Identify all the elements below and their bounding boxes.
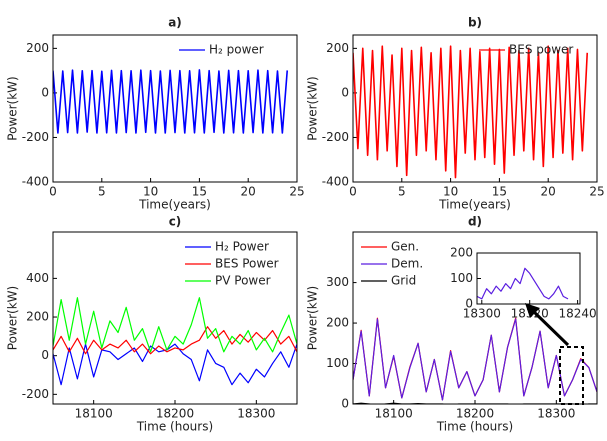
lines	[353, 45, 589, 179]
y-tick-label: 200	[326, 316, 349, 330]
plot-background	[53, 35, 297, 182]
x-tick-label: 18100	[75, 407, 113, 421]
plot-frame	[52, 231, 298, 405]
series-line	[53, 326, 297, 355]
series-line	[477, 267, 569, 300]
x-tick-label: 18200	[156, 407, 194, 421]
x-axis-label: Time(years)	[438, 198, 511, 212]
x-tick-label: 15	[492, 185, 507, 199]
y-tick-label: 0	[41, 85, 49, 99]
y-tick-label: -200	[22, 130, 49, 144]
legend: H₂ power	[179, 43, 264, 57]
series-line	[53, 69, 289, 134]
legend-label: BES Power	[215, 257, 279, 271]
y-tick-label: 0	[41, 348, 49, 362]
inset: 1830018320182400100200	[450, 246, 597, 321]
x-tick-label: 25	[289, 185, 304, 199]
x-tick-label: 0	[49, 185, 57, 199]
y-tick-label: 0	[465, 297, 473, 311]
panel-title: c)	[169, 215, 182, 229]
y-axis-label: Power(kW)	[6, 286, 20, 350]
zoom-arrow	[530, 308, 570, 347]
series-line	[353, 318, 597, 401]
x-tick-label: 18240	[559, 307, 597, 321]
x-tick-label: 15	[192, 185, 207, 199]
legend: BES power	[479, 43, 573, 57]
legend-label: BES power	[509, 43, 573, 57]
x-tick-label: 18300	[537, 407, 575, 421]
y-tick-label: -200	[322, 130, 349, 144]
legend-label: Dem.	[391, 257, 423, 271]
panel: 0 5 10 15 20 25 -400 -200 0 200 a) Time(years) Power…	[6, 16, 305, 212]
panel: 18100 18200 18300 -200 0 200 400 c) Time (hours)…	[6, 215, 298, 434]
legend-label: H₂ Power	[215, 240, 269, 254]
plot-frame	[352, 231, 598, 405]
lines	[53, 69, 289, 134]
x-tick-label: 18300	[463, 307, 501, 321]
panel-title: d)	[468, 215, 482, 229]
legend-label: PV Power	[215, 274, 271, 288]
series-line	[353, 402, 597, 404]
legend-label: H₂ power	[209, 43, 264, 57]
y-tick-label: 200	[450, 246, 473, 260]
y-tick-label: 0	[341, 397, 349, 411]
x-tick-label: 0	[349, 185, 357, 199]
y-tick-label: 200	[26, 41, 49, 55]
x-tick-label: 18100	[375, 407, 413, 421]
zoom-box	[559, 346, 584, 405]
zoom-arrow-head	[525, 303, 540, 318]
y-axis-label: Power(kW)	[6, 76, 20, 140]
plot-frame	[476, 252, 581, 305]
y-axis-label: Power(kW)	[306, 76, 320, 140]
x-tick-label: 5	[398, 185, 406, 199]
y-tick-label: 200	[26, 310, 49, 324]
y-tick-label: 0	[341, 85, 349, 99]
x-tick-label: 10	[143, 185, 158, 199]
plot-frame	[52, 34, 298, 183]
x-tick-label: 10	[443, 185, 458, 199]
plot-frame	[352, 34, 598, 183]
y-tick-label: 100	[450, 271, 473, 285]
x-axis-label: Time(years)	[138, 198, 211, 212]
panel-title: a)	[168, 16, 182, 30]
y-tick-label: -400	[22, 175, 49, 189]
y-tick-label: 100	[326, 356, 349, 370]
lines	[477, 267, 569, 300]
y-tick-label: -400	[322, 175, 349, 189]
y-axis-label: Power(kW)	[306, 286, 320, 350]
y-tick-label: -200	[22, 387, 49, 401]
legend-label: Grid	[391, 274, 416, 288]
legend: H₂ Power BES Power PV Power	[181, 236, 293, 291]
panel: 0 5 10 15 20 25 -400 -200 0 200 b) Time(years) Power…	[306, 16, 605, 212]
x-axis-label: Time (hours)	[136, 420, 213, 434]
legend-label: Gen.	[391, 240, 419, 254]
x-tick-label: 20	[241, 185, 256, 199]
x-tick-label: 20	[541, 185, 556, 199]
y-tick-label: 300	[326, 275, 349, 289]
inset-background	[477, 253, 580, 304]
series-line	[53, 297, 297, 353]
x-tick-label: 18200	[456, 407, 494, 421]
series-line	[353, 45, 589, 179]
x-tick-label: 5	[98, 185, 106, 199]
series-line	[53, 343, 297, 386]
x-tick-label: 25	[589, 185, 604, 199]
x-axis-label: Time (hours)	[436, 420, 513, 434]
lines	[53, 297, 297, 386]
panel-title: b)	[468, 16, 482, 30]
y-tick-label: 400	[26, 271, 49, 285]
lines	[353, 317, 597, 404]
legend: Gen. Dem. Grid	[356, 235, 443, 292]
x-tick-label: 18300	[237, 407, 275, 421]
y-tick-label: 200	[326, 41, 349, 55]
